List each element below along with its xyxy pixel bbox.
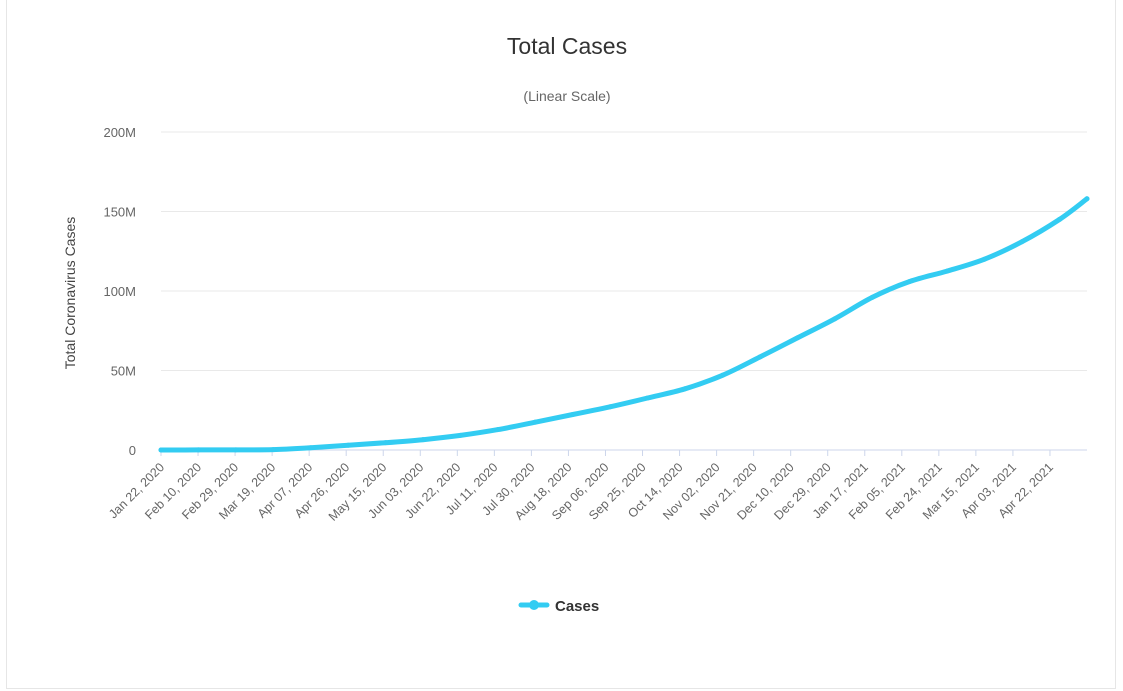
chart-title: Total Cases [507, 33, 627, 59]
data-point[interactable] [270, 447, 276, 453]
y-axis-ticks: 0 50M 100M 150M 200M [103, 125, 136, 458]
data-point[interactable] [1084, 196, 1090, 202]
data-point[interactable] [757, 354, 763, 360]
y-tick-label: 200M [103, 125, 136, 140]
data-point[interactable] [832, 316, 838, 322]
data-point[interactable] [345, 442, 351, 448]
data-point[interactable] [420, 437, 426, 443]
y-tick-label: 100M [103, 284, 136, 299]
data-point[interactable] [195, 447, 201, 453]
data-point[interactable] [1056, 216, 1062, 222]
y-tick-label: 50M [111, 364, 136, 379]
data-point[interactable] [682, 386, 688, 392]
legend-item-cases[interactable]: Cases [555, 598, 599, 615]
gridlines [161, 131, 1087, 451]
data-point[interactable] [308, 445, 314, 451]
data-point[interactable] [720, 372, 726, 378]
data-point[interactable] [383, 440, 389, 446]
line-chart: Total Cases (Linear Scale) Total Coronav… [62, 33, 1090, 615]
series-line-cases[interactable] [158, 196, 1090, 453]
data-point[interactable] [495, 427, 501, 433]
legend[interactable]: Cases [518, 598, 599, 615]
data-point[interactable] [570, 412, 576, 418]
data-point[interactable] [869, 294, 875, 300]
data-point[interactable] [233, 447, 239, 453]
y-tick-label: 150M [103, 205, 136, 220]
legend-dot-marker [529, 600, 539, 610]
data-point[interactable] [907, 278, 913, 284]
data-point[interactable] [645, 395, 651, 401]
chart-subtitle: (Linear Scale) [523, 88, 610, 104]
series-group [158, 196, 1090, 453]
data-point[interactable] [457, 432, 463, 438]
data-point[interactable] [982, 256, 988, 262]
data-point[interactable] [794, 335, 800, 341]
chart-container: Total Cases (Linear Scale) Total Coronav… [6, 0, 1116, 689]
y-tick-label: 0 [129, 443, 136, 458]
data-point[interactable] [158, 447, 164, 453]
data-point[interactable] [607, 404, 613, 410]
data-point[interactable] [944, 268, 950, 274]
data-point[interactable] [1019, 239, 1025, 245]
data-point[interactable] [532, 419, 538, 425]
y-axis-label: Total Coronavirus Cases [62, 217, 78, 370]
